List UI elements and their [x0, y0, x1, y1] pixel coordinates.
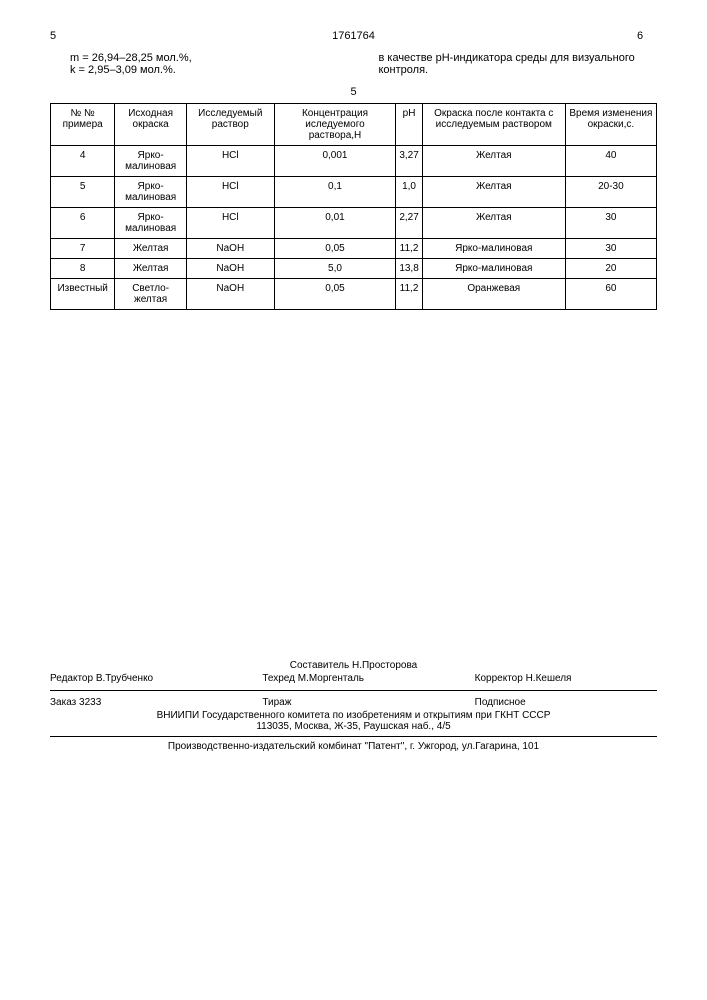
col-header: рН — [396, 104, 422, 146]
tirage: Тираж — [262, 697, 444, 708]
table-cell: 11,2 — [396, 239, 422, 259]
formula-line-2: k = 2,95–3,09 мол.%. — [70, 64, 349, 76]
publisher: Производственно-издательский комбинат "П… — [50, 741, 657, 752]
page-number-left: 5 — [50, 30, 70, 42]
table-cell: 0,01 — [274, 208, 396, 239]
table-cell: Ярко-малиновая — [115, 146, 187, 177]
data-table: № № примера Исходная окраска Исследуемый… — [50, 103, 657, 310]
table-cell: Оранжевая — [422, 279, 565, 310]
corrector: Корректор Н.Кешеля — [475, 673, 657, 684]
table-cell: 0,001 — [274, 146, 396, 177]
table-cell: HCl — [186, 208, 274, 239]
table-row: ИзвестныйСветло-желтаяNaOH0,0511,2Оранже… — [51, 279, 657, 310]
table-cell: 6 — [51, 208, 115, 239]
techred: Техред М.Моргенталь — [262, 673, 444, 684]
editor: Редактор В.Трубченко — [50, 673, 232, 684]
table-cell: 7 — [51, 239, 115, 259]
table-cell: 30 — [565, 239, 656, 259]
page-header: 5 1761764 6 — [50, 30, 657, 42]
col-header: Исходная окраска — [115, 104, 187, 146]
table-cell: 0,1 — [274, 177, 396, 208]
table-cell: Ярко-малиновая — [422, 259, 565, 279]
table-cell: Ярко-малиновая — [422, 239, 565, 259]
table-cell: 4 — [51, 146, 115, 177]
table-cell: NaOH — [186, 239, 274, 259]
table-cell: Желтая — [422, 208, 565, 239]
body-columns: m = 26,94–28,25 мол.%, k = 2,95–3,09 мол… — [50, 52, 657, 76]
table-cell: Желтая — [422, 177, 565, 208]
org-address: 113035, Москва, Ж-35, Раушская наб., 4/5 — [50, 721, 657, 732]
order-number: Заказ 3233 — [50, 697, 232, 708]
table-cell: NaOH — [186, 259, 274, 279]
table-cell: 60 — [565, 279, 656, 310]
col-header: № № примера — [51, 104, 115, 146]
table-cell: 13,8 — [396, 259, 422, 279]
table-row: 8ЖелтаяNaOH5,013,8Ярко-малиновая20 — [51, 259, 657, 279]
formula-line-1: m = 26,94–28,25 мол.%, — [70, 52, 349, 64]
table-cell: Ярко-малиновая — [115, 208, 187, 239]
order-row: Заказ 3233 Тираж Подписное — [50, 695, 657, 710]
credits-row: Редактор В.Трубченко Техред М.Моргенталь… — [50, 671, 657, 686]
table-cell: Светло-желтая — [115, 279, 187, 310]
col-header: Исследуемый раствор — [186, 104, 274, 146]
table-cell: 0,05 — [274, 279, 396, 310]
table-cell: Ярко-малиновая — [115, 177, 187, 208]
table-cell: 20 — [565, 259, 656, 279]
right-column: в качестве рН-индикатора среды для визуа… — [379, 52, 658, 76]
table-cell: 40 — [565, 146, 656, 177]
composer-line: Составитель Н.Просторова — [50, 660, 657, 671]
table-row: 5Ярко-малиноваяHCl0,11,0Желтая20-30 — [51, 177, 657, 208]
table-cell: 0,05 — [274, 239, 396, 259]
table-cell: 1,0 — [396, 177, 422, 208]
subscription: Подписное — [475, 697, 657, 708]
table-cell: 2,27 — [396, 208, 422, 239]
table-cell: HCl — [186, 177, 274, 208]
table-cell: NaOH — [186, 279, 274, 310]
col-header: Время изменения окраски,с. — [565, 104, 656, 146]
col-header: Концентрация иследуемого раствора,Н — [274, 104, 396, 146]
table-cell: Известный — [51, 279, 115, 310]
table-cell: Желтая — [115, 239, 187, 259]
table-cell: 30 — [565, 208, 656, 239]
table-cell: 3,27 — [396, 146, 422, 177]
document-number: 1761764 — [70, 30, 637, 42]
footer-section: Составитель Н.Просторова Редактор В.Труб… — [50, 660, 657, 752]
table-cell: HCl — [186, 146, 274, 177]
table-cell: Желтая — [115, 259, 187, 279]
table-row: 7ЖелтаяNaOH0,0511,2Ярко-малиновая30 — [51, 239, 657, 259]
left-column: m = 26,94–28,25 мол.%, k = 2,95–3,09 мол… — [50, 52, 349, 76]
table-row: 6Ярко-малиноваяHCl0,012,27Желтая30 — [51, 208, 657, 239]
table-cell: Желтая — [422, 146, 565, 177]
table-cell: 8 — [51, 259, 115, 279]
table-number: 5 — [50, 86, 657, 98]
table-cell: 20-30 — [565, 177, 656, 208]
table-row: 4Ярко-малиноваяHCl0,0013,27Желтая40 — [51, 146, 657, 177]
org-name: ВНИИПИ Государственного комитета по изоб… — [50, 710, 657, 721]
table-cell: 11,2 — [396, 279, 422, 310]
page-number-right: 6 — [637, 30, 657, 42]
table-cell: 5,0 — [274, 259, 396, 279]
col-header: Окраска после контакта с исследуемым рас… — [422, 104, 565, 146]
table-cell: 5 — [51, 177, 115, 208]
table-header-row: № № примера Исходная окраска Исследуемый… — [51, 104, 657, 146]
